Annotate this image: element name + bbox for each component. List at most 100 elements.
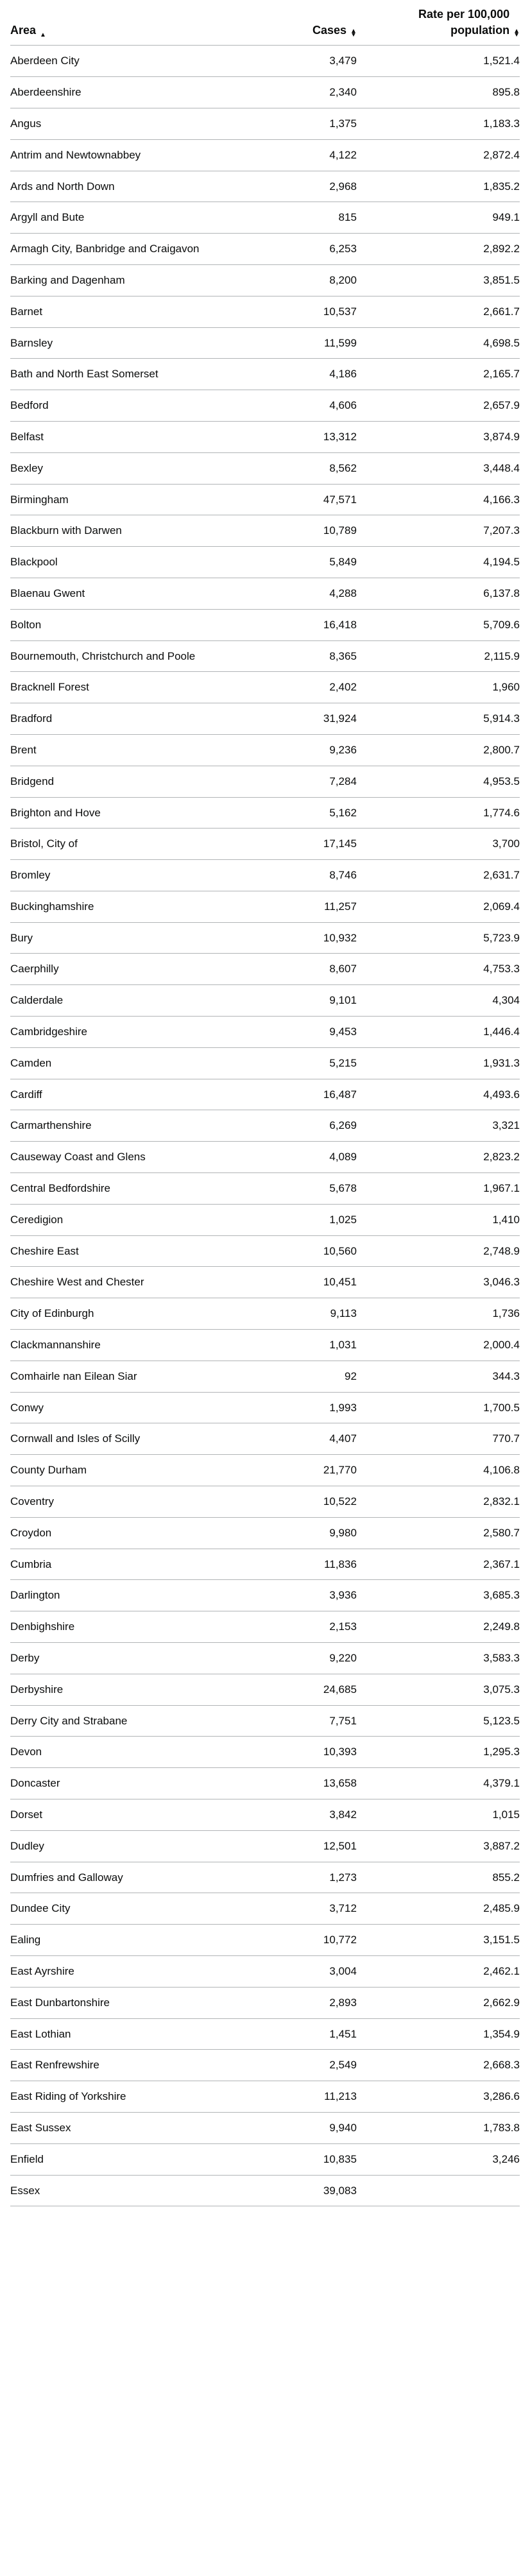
- cell-rate: 1,700.5: [357, 1392, 520, 1423]
- table-row: Devon10,3931,295.3: [10, 1737, 520, 1768]
- table-row: County Durham21,7704,106.8: [10, 1455, 520, 1486]
- sort-icon: ▲▼: [513, 30, 520, 37]
- cell-cases: 3,936: [244, 1580, 357, 1611]
- cell-area: Dumfries and Galloway: [10, 1862, 244, 1893]
- cell-rate: 1,967.1: [357, 1173, 520, 1205]
- cell-cases: 3,479: [244, 46, 357, 77]
- table-row: Cornwall and Isles of Scilly4,407770.7: [10, 1423, 520, 1455]
- cell-cases: 4,606: [244, 390, 357, 422]
- table-row: Armagh City, Banbridge and Craigavon6,25…: [10, 234, 520, 265]
- cell-cases: 39,083: [244, 2175, 357, 2206]
- cell-rate: 1,521.4: [357, 46, 520, 77]
- cell-area: Blackburn with Darwen: [10, 515, 244, 547]
- cell-cases: 1,273: [244, 1862, 357, 1893]
- cell-area: Conwy: [10, 1392, 244, 1423]
- cell-area: Cheshire East: [10, 1235, 244, 1267]
- table-row: Denbighshire2,1532,249.8: [10, 1611, 520, 1643]
- cell-area: Cornwall and Isles of Scilly: [10, 1423, 244, 1455]
- cell-rate: 2,249.8: [357, 1611, 520, 1643]
- cell-rate: 3,246: [357, 2143, 520, 2175]
- cell-cases: 1,025: [244, 1204, 357, 1235]
- table-row: East Sussex9,9401,783.8: [10, 2112, 520, 2143]
- table-row: Dundee City3,7122,485.9: [10, 1893, 520, 1925]
- table-row: Belfast13,3123,874.9: [10, 421, 520, 452]
- cell-cases: 21,770: [244, 1455, 357, 1486]
- cell-cases: 9,101: [244, 985, 357, 1017]
- table-row: Caerphilly8,6074,753.3: [10, 954, 520, 985]
- cell-cases: 6,253: [244, 234, 357, 265]
- cell-cases: 10,522: [244, 1486, 357, 1518]
- cell-cases: 2,402: [244, 672, 357, 703]
- cell-rate: 2,580.7: [357, 1517, 520, 1549]
- table-row: Buckinghamshire11,2572,069.4: [10, 891, 520, 922]
- cell-rate: 770.7: [357, 1423, 520, 1455]
- table-row: Bracknell Forest2,4021,960: [10, 672, 520, 703]
- table-row: Ceredigion1,0251,410: [10, 1204, 520, 1235]
- cell-area: Croydon: [10, 1517, 244, 1549]
- cell-rate: 2,069.4: [357, 891, 520, 922]
- column-header-cases[interactable]: Cases ▲▼: [244, 0, 357, 46]
- cell-area: Antrim and Newtownabbey: [10, 139, 244, 171]
- cell-area: Argyll and Bute: [10, 202, 244, 234]
- cell-area: Calderdale: [10, 985, 244, 1017]
- cell-rate: 5,723.9: [357, 922, 520, 954]
- cell-rate: 1,015: [357, 1799, 520, 1831]
- cell-cases: 16,418: [244, 609, 357, 640]
- cell-rate: 1,835.2: [357, 171, 520, 202]
- cell-area: Armagh City, Banbridge and Craigavon: [10, 234, 244, 265]
- table-row: East Lothian1,4511,354.9: [10, 2018, 520, 2050]
- cell-rate: 4,106.8: [357, 1455, 520, 1486]
- cell-area: Cambridgeshire: [10, 1017, 244, 1048]
- cell-area: Bedford: [10, 390, 244, 422]
- cell-rate: 1,446.4: [357, 1017, 520, 1048]
- table-row: Bury10,9325,723.9: [10, 922, 520, 954]
- table-row: Bristol, City of17,1453,700: [10, 829, 520, 860]
- cell-rate: 2,662.9: [357, 1987, 520, 2018]
- table-row: Cheshire West and Chester10,4513,046.3: [10, 1267, 520, 1298]
- cell-area: Bath and North East Somerset: [10, 359, 244, 390]
- cell-rate: 4,753.3: [357, 954, 520, 985]
- cell-rate: 3,046.3: [357, 1267, 520, 1298]
- cell-cases: 1,993: [244, 1392, 357, 1423]
- cell-cases: 17,145: [244, 829, 357, 860]
- table-row: Birmingham47,5714,166.3: [10, 484, 520, 515]
- cell-rate: 3,851.5: [357, 264, 520, 296]
- table-row: Derry City and Strabane7,7515,123.5: [10, 1705, 520, 1737]
- table-row: Dumfries and Galloway1,273855.2: [10, 1862, 520, 1893]
- cell-rate: 3,321: [357, 1110, 520, 1142]
- table-row: Brent9,2362,800.7: [10, 734, 520, 766]
- cell-rate: 3,151.5: [357, 1925, 520, 1956]
- cell-cases: 6,269: [244, 1110, 357, 1142]
- cell-area: Dudley: [10, 1830, 244, 1862]
- cell-cases: 11,257: [244, 891, 357, 922]
- cell-rate: 895.8: [357, 77, 520, 108]
- cell-area: Camden: [10, 1047, 244, 1079]
- cell-rate: 1,960: [357, 672, 520, 703]
- cell-cases: 92: [244, 1361, 357, 1392]
- table-row: Cambridgeshire9,4531,446.4: [10, 1017, 520, 1048]
- cell-area: East Riding of Yorkshire: [10, 2081, 244, 2113]
- cell-area: Derry City and Strabane: [10, 1705, 244, 1737]
- cell-area: Coventry: [10, 1486, 244, 1518]
- table-row: Enfield10,8353,246: [10, 2143, 520, 2175]
- cell-rate: 1,774.6: [357, 797, 520, 829]
- table-row: Camden5,2151,931.3: [10, 1047, 520, 1079]
- cell-cases: 47,571: [244, 484, 357, 515]
- cell-cases: 24,685: [244, 1674, 357, 1705]
- cell-rate: 3,700: [357, 829, 520, 860]
- cell-area: Causeway Coast and Glens: [10, 1142, 244, 1173]
- cell-cases: 11,836: [244, 1549, 357, 1580]
- cell-area: Cardiff: [10, 1079, 244, 1110]
- cell-cases: 815: [244, 202, 357, 234]
- cell-rate: 3,286.6: [357, 2081, 520, 2113]
- cell-area: Comhairle nan Eilean Siar: [10, 1361, 244, 1392]
- cell-area: Bristol, City of: [10, 829, 244, 860]
- column-header-rate[interactable]: Rate per 100,000 population ▲▼: [357, 0, 520, 46]
- cell-area: Devon: [10, 1737, 244, 1768]
- table-row: Derbyshire24,6853,075.3: [10, 1674, 520, 1705]
- cell-rate: 2,165.7: [357, 359, 520, 390]
- cell-cases: 10,451: [244, 1267, 357, 1298]
- column-header-area[interactable]: Area ▲: [10, 0, 244, 46]
- table-row: Bournemouth, Christchurch and Poole8,365…: [10, 640, 520, 672]
- table-row: Barnsley11,5994,698.5: [10, 327, 520, 359]
